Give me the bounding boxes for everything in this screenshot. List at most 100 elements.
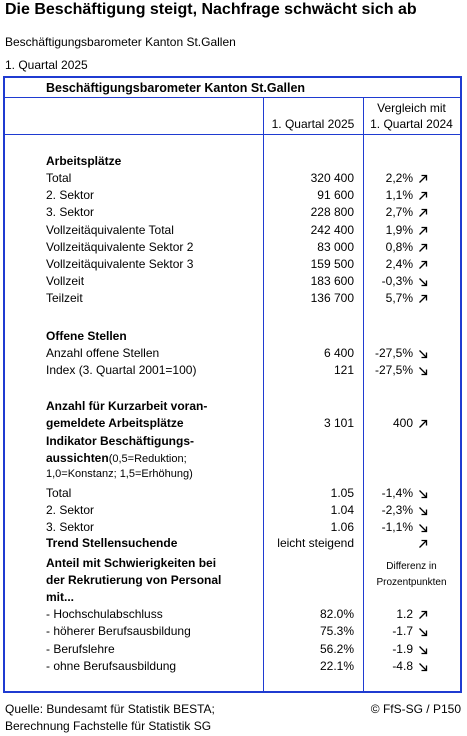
row-change: -1,4% [381,486,413,500]
trend-arrow [418,415,432,432]
source-line2: Berechnung Fachstelle für Statistik SG [5,719,212,733]
row-label: Vollzeitäquivalente Total [46,222,174,237]
row-value: 1.05 [330,486,354,500]
table-title: Beschäftigungsbarometer Kanton St.Gallen [46,81,306,95]
row-change: 0,8% [385,239,413,254]
header-divider [5,97,460,98]
arrow-up-right-icon [419,419,428,428]
col1-header: 1. Quartal 2025 [271,117,355,131]
row-value: 3 101 [323,416,354,430]
row-label: Vollzeitäquivalente Sektor 2 [46,239,194,254]
row-label: Vollzeitäquivalente Sektor 3 [46,257,194,271]
trend-row: Trend Stellensuchende leicht steigend [5,535,460,552]
row-value: 56.2% [319,641,354,656]
table-row: Index (3. Quartal 2001=100) 121 -27,5% [5,362,460,379]
row-value: 91 600 [317,188,354,203]
row-label: - Hochschulabschluss [46,607,163,621]
row-value: 320 400 [310,171,354,185]
row-label: Index (3. Quartal 2001=100) [46,363,197,377]
table-row: Total 1.05 -1,4% [5,485,460,502]
section-anteil-2: der Rekrutierung von Personal [5,572,460,589]
row-label: der Rekrutierung von Personal [46,573,222,587]
trend-arrow [418,222,432,239]
row-label: Anteil mit Schwierigkeiten bei [46,556,217,570]
trend-arrow [418,641,432,658]
kurzarbeit-row: gemeldete Arbeitsplätze 3 101 400 [5,415,460,432]
row-change: -27,5% [374,346,413,360]
trend-arrow [418,623,432,640]
row-change: 400 [392,416,413,430]
arrow-down-right-icon [419,350,428,359]
row-value: 82.0% [319,607,354,621]
row-change: 5,7% [385,291,413,306]
table-row: Vollzeitäquivalente Sektor 2 83 000 0,8% [5,239,460,256]
page-title: Die Beschäftigung steigt, Nachfrage schw… [5,1,417,18]
row-label: gemeldete Arbeitsplätze [46,416,184,430]
row-value: leicht steigend [277,536,354,550]
row-label: 3. Sektor [46,205,95,220]
section-kurzarbeit: Anzahl für Kurzarbeit voran- [5,398,460,415]
trend-arrow [418,502,432,519]
row-value: 228 800 [310,205,354,220]
table-row: - Berufslehre 56.2% -1.9 [5,641,460,658]
arrow-down-right-icon [419,367,428,376]
column-divider-2 [363,97,364,691]
table-row: Vollzeitäquivalente Total 242 400 1,9% [5,222,460,239]
arrow-up-right-icon [419,610,428,619]
diff-note-line1: Differenz in [386,561,437,572]
row-label: Total [46,171,72,185]
header-divider-bottom [5,134,460,135]
row-change: -1.9 [392,641,413,656]
row-value: 121 [333,363,354,377]
section-anteil-3: mit... [5,589,460,606]
row-note: (0,5=Reduktion; [108,453,187,465]
col2-header-line1: Vergleich mit [377,101,446,115]
row-label: Trend Stellensuchende [46,536,178,550]
arrow-up-right-icon [419,226,428,235]
row-label: Offene Stellen [46,329,127,343]
row-change: -27,5% [374,363,413,377]
table-row: - Hochschulabschluss 82.0% 1.2 [5,606,460,623]
row-change: 1,9% [385,222,413,237]
table-row: Vollzeit 183 600 -0,3% [5,273,460,290]
row-label: 2. Sektor [46,188,95,203]
trend-arrow [418,290,432,307]
row-change: -1.7 [392,624,413,639]
row-value: 6 400 [323,346,354,360]
trend-arrow [418,519,432,536]
row-value: 22.1% [319,658,354,673]
row-label: Indikator Beschäftigungs- [46,434,195,448]
row-value: 183 600 [310,274,354,289]
trend-arrow [418,606,432,623]
arrow-down-right-icon [419,524,428,533]
row-value: 1.06 [330,520,354,534]
arrow-down-right-icon [419,507,428,516]
trend-arrow [418,658,432,675]
source-line1: Quelle: Bundesamt für Statistik BESTA; [5,702,215,716]
indikator-note: 1,0=Konstanz; 1,5=Erhöhung) [5,466,460,483]
row-change: 2,2% [385,171,413,185]
table-row: Total 320 400 2,2% [5,170,460,187]
trend-arrow [418,239,432,256]
row-label: aussichten(0,5=Reduktion; [46,451,187,465]
arrow-down-right-icon [419,645,428,654]
arrow-up-right-icon [419,192,428,201]
trend-arrow [418,273,432,290]
section-offene-stellen: Offene Stellen [5,328,460,345]
section-indikator: Indikator Beschäftigungs- [5,433,460,450]
indikator-line2: aussichten(0,5=Reduktion; [5,450,460,467]
table-row: - ohne Berufsausbildung 22.1% -4.8 [5,658,460,675]
row-label: 2. Sektor [46,503,95,517]
row-label: Total [46,486,72,500]
row-value: 242 400 [310,222,354,237]
arrow-up-right-icon [419,209,428,218]
period: 1. Quartal 2025 [5,58,88,72]
table-row: 3. Sektor 228 800 2,7% [5,204,460,221]
arrow-up-right-icon [419,260,428,269]
arrow-up-right-icon [419,174,428,183]
row-note: 1,0=Konstanz; 1,5=Erhöhung) [46,468,193,480]
row-change: -1,1% [381,520,413,534]
diff-note-line2: Prozentpunkten [376,577,447,588]
col2-header-line2: 1. Quartal 2024 [370,117,453,131]
row-change: 1,1% [385,188,413,203]
